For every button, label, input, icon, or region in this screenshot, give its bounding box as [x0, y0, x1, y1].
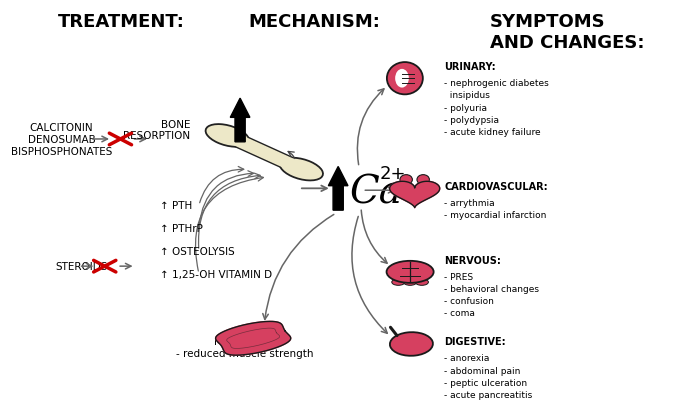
- Text: - anorexia
- abdominal pain
- peptic ulceration
- acute pancreatitis: - anorexia - abdominal pain - peptic ulc…: [444, 354, 532, 399]
- Text: ↑ PTHrP: ↑ PTHrP: [160, 224, 203, 234]
- Text: DIGESTIVE:: DIGESTIVE:: [444, 337, 506, 347]
- Text: Ca: Ca: [350, 174, 402, 211]
- Text: CARDIOVASCULAR:: CARDIOVASCULAR:: [444, 181, 547, 191]
- Polygon shape: [328, 167, 348, 211]
- Polygon shape: [390, 182, 440, 208]
- Ellipse shape: [279, 158, 323, 181]
- Ellipse shape: [395, 70, 409, 88]
- Text: MECHANISM:: MECHANISM:: [248, 13, 380, 31]
- Text: MUSCULAR:
- reduced muscle strength: MUSCULAR: - reduced muscle strength: [176, 337, 313, 358]
- Ellipse shape: [415, 279, 428, 286]
- Text: CALCITONIN
DENOSUMAB
BISPHOSPHONATES: CALCITONIN DENOSUMAB BISPHOSPHONATES: [11, 123, 112, 156]
- Text: NERVOUS:: NERVOUS:: [444, 255, 501, 265]
- Ellipse shape: [400, 175, 412, 185]
- Polygon shape: [216, 322, 291, 355]
- Ellipse shape: [390, 333, 433, 356]
- Polygon shape: [231, 99, 250, 143]
- Ellipse shape: [386, 261, 434, 283]
- Ellipse shape: [403, 279, 417, 286]
- Ellipse shape: [417, 175, 429, 185]
- Text: URINARY:: URINARY:: [444, 62, 496, 72]
- Text: - PRES
- behavioral changes
- confusion
- coma: - PRES - behavioral changes - confusion …: [444, 272, 539, 318]
- Text: 2+: 2+: [380, 165, 407, 183]
- Text: SYMPTOMS
AND CHANGES:: SYMPTOMS AND CHANGES:: [490, 13, 645, 51]
- Text: ↑ OSTEOLYSIS: ↑ OSTEOLYSIS: [160, 246, 235, 256]
- Text: BONE
RESORPTION: BONE RESORPTION: [123, 119, 190, 141]
- Text: - nephrogenic diabetes
  insipidus
- polyuria
- polydypsia
- acute kidney failur: - nephrogenic diabetes insipidus - polyu…: [444, 79, 549, 136]
- Text: TREATMENT:: TREATMENT:: [58, 13, 185, 31]
- Text: STEROIDS: STEROIDS: [55, 262, 107, 271]
- Ellipse shape: [392, 279, 405, 286]
- Ellipse shape: [387, 63, 423, 95]
- Text: ↑ 1,25-OH VITAMIN D: ↑ 1,25-OH VITAMIN D: [160, 269, 272, 279]
- Text: - arrythmia
- myocardial infarction: - arrythmia - myocardial infarction: [444, 198, 547, 220]
- Ellipse shape: [205, 125, 249, 147]
- Text: ↑ PTH: ↑ PTH: [160, 201, 192, 211]
